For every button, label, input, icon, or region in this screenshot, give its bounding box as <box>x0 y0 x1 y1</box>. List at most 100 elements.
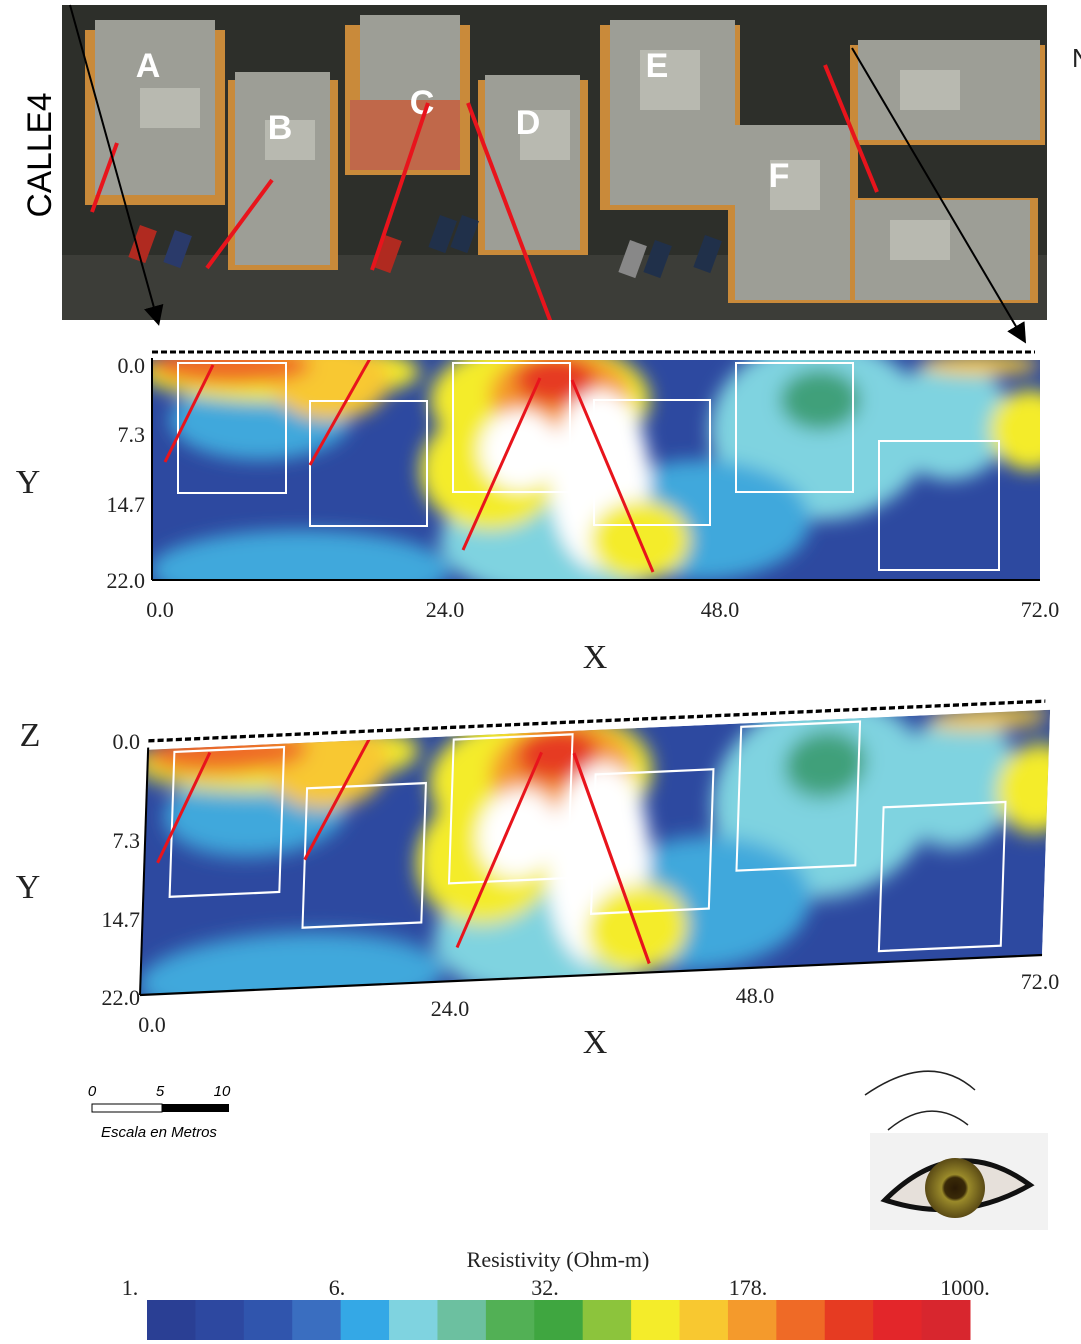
colorbar-label: 32. <box>531 1275 559 1300</box>
building-label: E <box>646 47 669 85</box>
colorbar-cell <box>437 1300 487 1340</box>
iris <box>925 1158 985 1218</box>
profile-line <box>466 102 553 320</box>
colorbar-cell <box>921 1300 971 1340</box>
rooftop-tile <box>350 100 460 170</box>
colorbar-cell <box>873 1300 923 1340</box>
scale-bar-white <box>91 1103 163 1113</box>
car <box>163 229 192 269</box>
x-tick-label: 24.0 <box>431 996 470 1021</box>
car <box>450 214 479 254</box>
profile-line <box>308 360 371 466</box>
x-tick-label: 48.0 <box>736 983 775 1008</box>
x-tick-label: 72.0 <box>1021 597 1060 622</box>
resistivity-section-perspective <box>127 686 1081 1029</box>
x-axis-label: X <box>583 1024 608 1061</box>
scale-tick-label: 0 <box>88 1083 97 1100</box>
resistivity-blob <box>515 360 595 405</box>
rooftop-detail <box>900 70 960 110</box>
resistivity-blob <box>152 530 450 580</box>
colorbar-cell <box>243 1300 293 1340</box>
building-outline <box>177 362 287 494</box>
colorbar-cell <box>340 1300 390 1340</box>
y-tick-label: 22.0 <box>102 985 141 1010</box>
view-arc <box>864 1070 976 1096</box>
profile-line <box>163 364 215 463</box>
building-outline <box>735 362 854 493</box>
rooftop <box>360 15 460 105</box>
resistivity-blob <box>890 360 1010 480</box>
north-label: N <box>1072 43 1081 73</box>
colorbar-cell <box>389 1300 438 1340</box>
y-tick-label: 0.0 <box>118 353 146 378</box>
heatmap <box>152 360 1040 580</box>
y-tick-label: 22.0 <box>107 568 146 593</box>
x-axis-label: X <box>583 639 608 676</box>
x-tick-label: 72.0 <box>1021 969 1060 994</box>
colorbar-label: 1. <box>122 1275 139 1300</box>
building-label: D <box>516 104 541 142</box>
x-tick-label: 48.0 <box>701 597 740 622</box>
colorbar-cell <box>582 1300 632 1340</box>
colorbar-cell <box>727 1300 777 1340</box>
profile-line <box>205 178 274 270</box>
building-label: B <box>268 109 293 147</box>
x-tick-label: 24.0 <box>426 597 465 622</box>
x-tick-label: 0.0 <box>138 1012 166 1037</box>
rooftop <box>235 72 330 265</box>
resistivity-blob <box>920 360 1040 375</box>
building-outline <box>878 440 1000 571</box>
profile-line <box>823 64 879 193</box>
colorbar-cell <box>195 1300 245 1340</box>
building-label: A <box>136 47 161 85</box>
building-label: F <box>769 157 790 195</box>
colorbar-cell <box>292 1300 342 1340</box>
projection-arrow <box>851 47 1027 344</box>
car <box>428 214 457 254</box>
profile-line <box>570 379 655 573</box>
y-tick-label: 7.3 <box>113 828 141 853</box>
rooftop-detail <box>140 88 200 128</box>
street-label: CALLE4 <box>21 93 59 218</box>
colorbar-label: 6. <box>329 1275 346 1300</box>
rooftop-detail <box>770 160 820 210</box>
rooftop <box>485 75 580 250</box>
rooftop <box>735 125 850 300</box>
scale-bar-black <box>162 1104 229 1112</box>
car <box>128 224 157 264</box>
y-axis-label: Y <box>16 464 41 501</box>
colorbar-label: 1000. <box>940 1275 990 1300</box>
rooftop-detail <box>520 110 570 160</box>
y-tick-label: 0.0 <box>113 729 141 754</box>
scale-caption: Escala en Metros <box>101 1124 217 1141</box>
x-tick-label: 0.0 <box>146 597 174 622</box>
y-axis-label: Y <box>16 869 41 906</box>
rooftop-detail <box>640 50 700 110</box>
y-tick-label: 14.7 <box>102 907 141 932</box>
overlay: CALLE4N0.07.314.722.00.024.048.072.0XY0.… <box>16 4 1081 1340</box>
scale-tick-label: 5 <box>156 1083 165 1100</box>
car <box>643 240 672 279</box>
building-outline <box>593 399 711 526</box>
y-tick-label: 7.3 <box>118 422 146 447</box>
resistivity-blob <box>152 360 310 385</box>
car <box>373 234 402 274</box>
building-outline <box>452 362 571 493</box>
colorbar-title: Resistivity (Ohm-m) <box>467 1247 650 1272</box>
car <box>693 234 722 274</box>
rooftop-detail <box>890 220 950 260</box>
view-arc <box>887 1110 969 1131</box>
profile-line <box>370 102 430 271</box>
car <box>618 239 647 279</box>
y-tick-label: 14.7 <box>107 492 146 517</box>
colorbar-cell <box>534 1300 584 1340</box>
z-axis-label: Z <box>20 717 41 754</box>
rooftop <box>610 20 735 205</box>
colorbar-cell <box>631 1300 681 1340</box>
colorbar-cell <box>679 1300 729 1340</box>
colorbar-cell <box>485 1300 535 1340</box>
colorbar-cell <box>824 1300 874 1340</box>
projection-arrow <box>69 4 164 326</box>
